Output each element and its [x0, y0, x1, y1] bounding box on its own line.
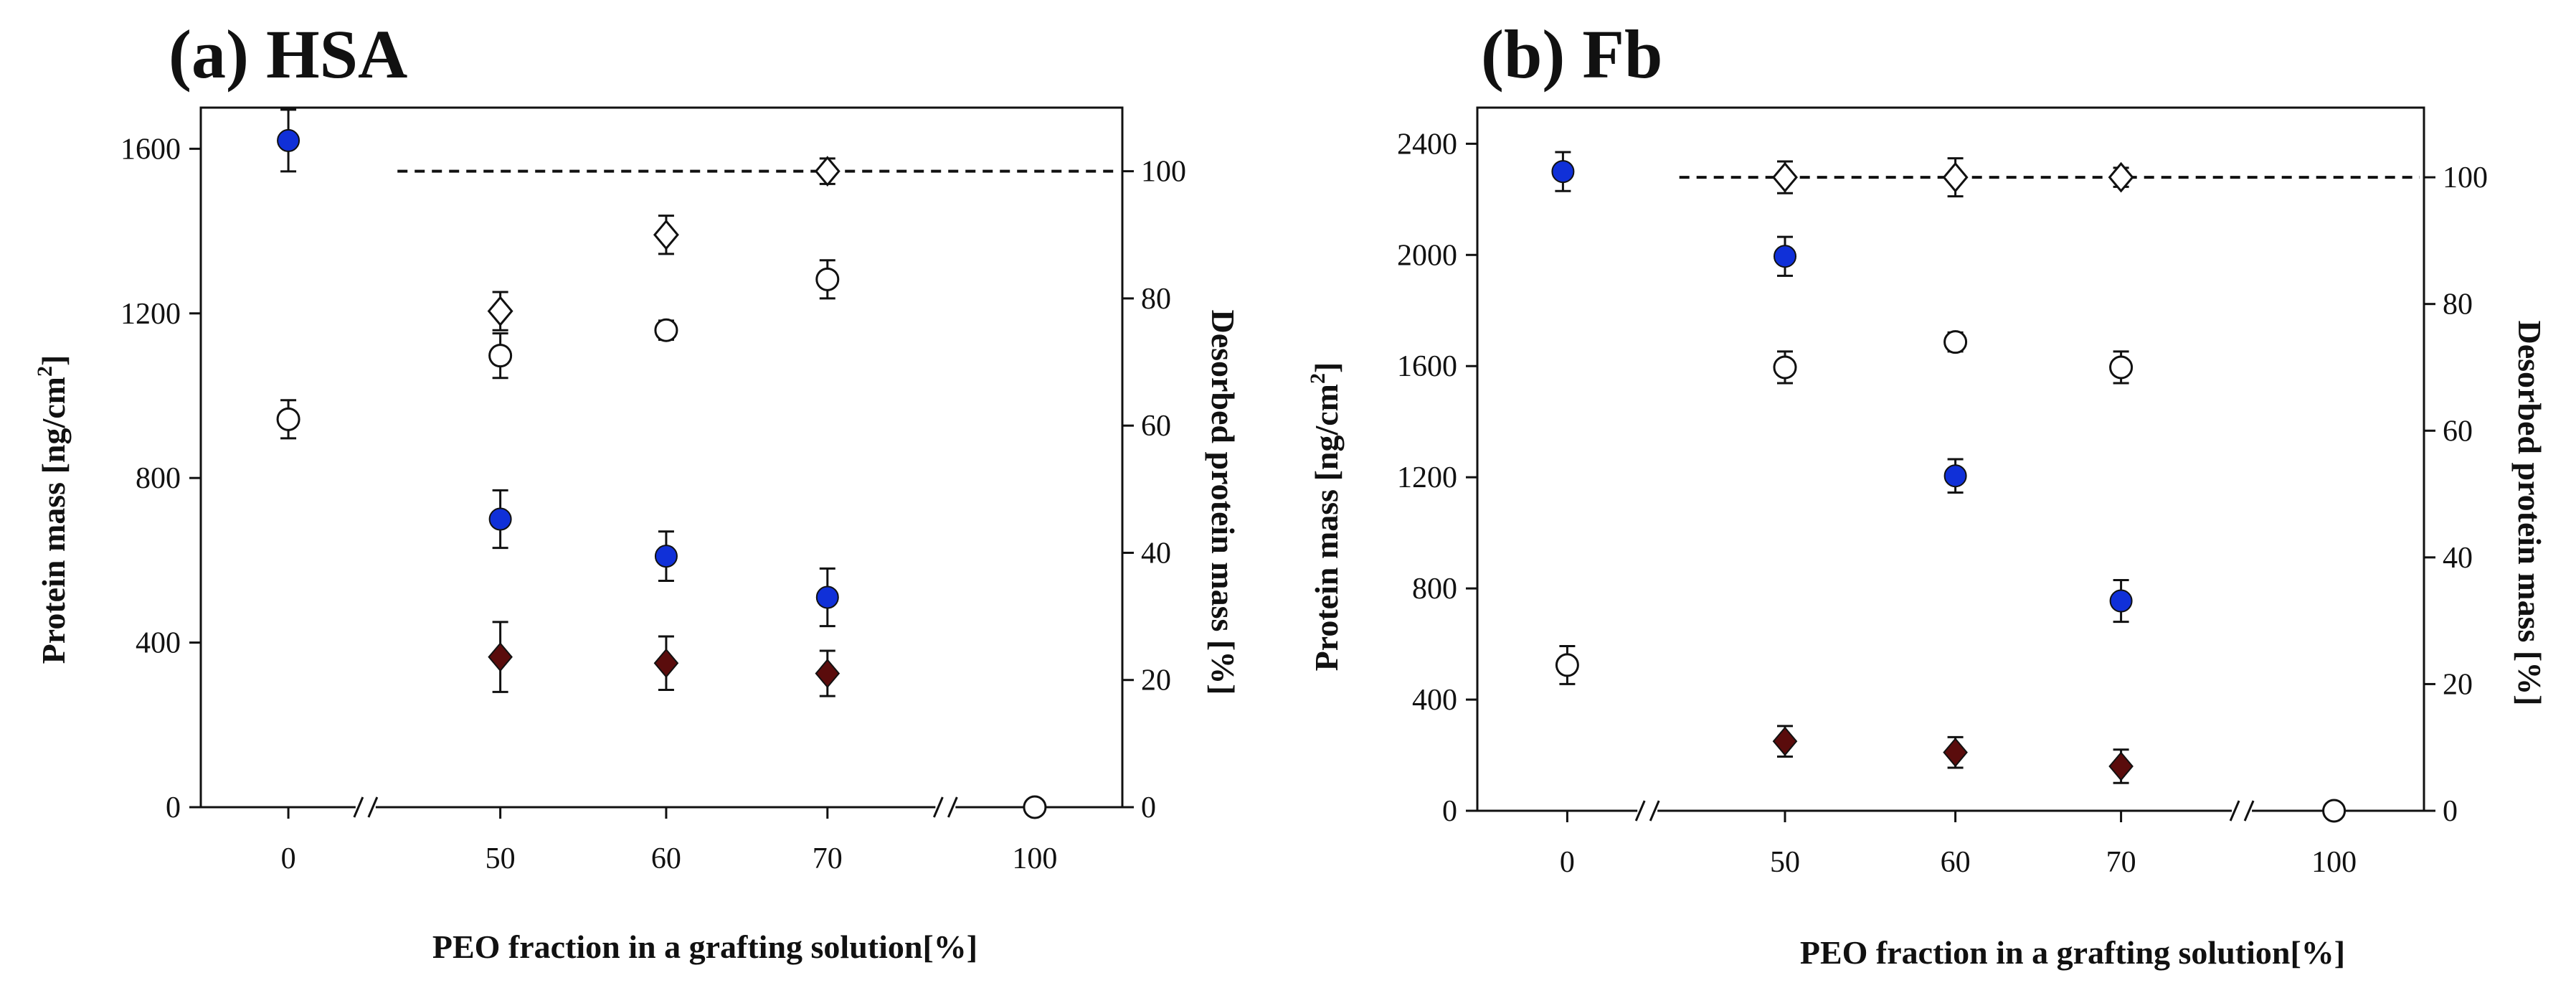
y-right-tick-label: 60: [2443, 415, 2473, 448]
axis-break-mark: [367, 796, 379, 818]
data-point-open-diamond: [814, 156, 840, 187]
data-point-filled-diamond: [2108, 751, 2134, 781]
data-point-open-circle: [2322, 799, 2347, 823]
y-right-tick-label: 100: [2443, 161, 2488, 194]
data-point-filled-circle: [488, 507, 512, 531]
axis-break-gap: [1637, 806, 1658, 815]
data-point-open-circle: [815, 267, 840, 291]
y-left-tick-label: 800: [136, 462, 181, 495]
axis-break-gap: [935, 803, 956, 811]
data-point-filled-diamond: [815, 659, 840, 689]
x-tick-label: 70: [2106, 846, 2136, 879]
axis-break-gap: [355, 803, 376, 811]
x-tick-label: 0: [281, 842, 296, 875]
data-point-filled-diamond: [488, 642, 513, 672]
y-left-tick-label: 2400: [1397, 128, 1457, 161]
panel-a-hsa: (a) HSA Protein mass [ng/cm2] Desorbed p…: [33, 16, 1241, 965]
panel-b-fb: (b) Fb Protein mass [ng/cm2] Desorbed pr…: [1306, 16, 2548, 971]
x-tick-label: 100: [1012, 842, 1057, 875]
axis-break-mark: [947, 796, 958, 818]
data-point-filled-circle: [654, 545, 678, 568]
x-tick-label: 60: [651, 842, 681, 875]
x-tick-label: 60: [1941, 846, 1971, 879]
data-point-filled-circle: [1774, 245, 1796, 268]
data-point-open-circle: [488, 344, 513, 368]
data-point-filled-diamond: [1943, 738, 1968, 768]
data-point-open-diamond: [1942, 161, 1969, 193]
panel-b-y-left-label: Protein mass [ng/cm2]: [1306, 362, 1345, 672]
y-right-tick-label: 40: [1141, 537, 1171, 570]
y-right-tick-label: 60: [1141, 410, 1171, 443]
axis-break-mark: [1634, 800, 1646, 822]
plot-frame: [199, 106, 1124, 809]
plot-frame: [1476, 106, 2425, 812]
axis-break-mark: [1649, 800, 1660, 822]
y-left-tick-label: 1200: [1397, 461, 1457, 494]
data-point-open-diamond: [487, 296, 513, 326]
x-tick-label: 50: [1770, 846, 1800, 879]
y-right-tick-label: 20: [2443, 668, 2473, 701]
y-right-tick-label: 80: [1141, 283, 1171, 316]
y-left-tick-label: 1200: [120, 298, 181, 331]
data-point-filled-circle: [815, 585, 839, 609]
panel-b-y-right-label: Desorbed protein mass [%]: [2511, 320, 2548, 705]
data-point-open-diamond: [1772, 161, 1798, 193]
data-point-open-circle: [654, 318, 678, 342]
data-point-filled-circle: [2109, 589, 2133, 613]
y-left-tick-label: 0: [1442, 795, 1457, 828]
data-point-open-diamond: [653, 219, 679, 250]
y-left-tick-label: 400: [1412, 684, 1457, 717]
data-point-open-diamond: [2108, 161, 2134, 193]
y-left-tick-label: 1600: [120, 133, 181, 166]
panel-b-title: (b) Fb: [1481, 16, 1662, 93]
panel-a-x-label: PEO fraction in a grafting solution[%]: [432, 928, 977, 965]
x-tick-label: 100: [2311, 846, 2357, 879]
data-point-open-circle: [1943, 330, 1968, 354]
y-right-tick-label: 0: [1141, 791, 1156, 824]
y-left-tick-label: 1600: [1397, 350, 1457, 383]
panel-b-x-label: PEO fraction in a grafting solution[%]: [1800, 934, 2345, 971]
y-left-tick-label: 800: [1412, 573, 1457, 606]
y-right-tick-label: 100: [1141, 156, 1186, 189]
y-right-tick-label: 40: [2443, 542, 2473, 575]
axis-break-gap: [2232, 806, 2253, 815]
data-point-filled-circle: [1551, 160, 1575, 184]
y-right-tick-label: 20: [1141, 664, 1171, 697]
data-point-open-circle: [1773, 355, 1797, 380]
y-right-tick-label: 80: [2443, 288, 2473, 321]
data-point-open-circle: [1555, 653, 1579, 677]
data-point-filled-circle: [277, 128, 300, 152]
axis-break-mark: [932, 796, 944, 818]
y-left-tick-label: 0: [166, 791, 181, 824]
x-tick-label: 70: [813, 842, 843, 875]
panel-a-title: (a) HSA: [169, 16, 407, 93]
x-tick-label: 50: [486, 842, 516, 875]
y-left-tick-label: 2000: [1397, 239, 1457, 272]
data-point-filled-circle: [1943, 464, 1967, 488]
panel-a-y-left-label: Protein mass [ng/cm2]: [33, 355, 72, 664]
data-point-filled-diamond: [653, 648, 679, 678]
y-right-tick-label: 0: [2443, 795, 2458, 828]
data-point-filled-diamond: [1772, 726, 1798, 756]
axis-break-mark: [353, 796, 364, 818]
axis-break-mark: [2229, 800, 2240, 822]
panel-a-plot-area: 0 400 800 1200 1600 0 20 40 60 80 100 0 50 60 70 100: [120, 106, 1186, 875]
panel-b-plot-area: 0 400 800 1200 1600 2000 2400 0 20 40 60 80 100 0 50 60…: [1397, 106, 2488, 879]
y-left-tick-label: 400: [136, 627, 181, 660]
axis-break-mark: [2243, 800, 2255, 822]
data-point-open-circle: [1023, 795, 1047, 819]
data-point-open-circle: [276, 407, 300, 431]
data-point-open-circle: [2109, 355, 2134, 380]
panel-a-y-right-label: Desorbed protein mass [%]: [1205, 309, 1241, 695]
x-tick-label: 0: [1560, 846, 1575, 879]
